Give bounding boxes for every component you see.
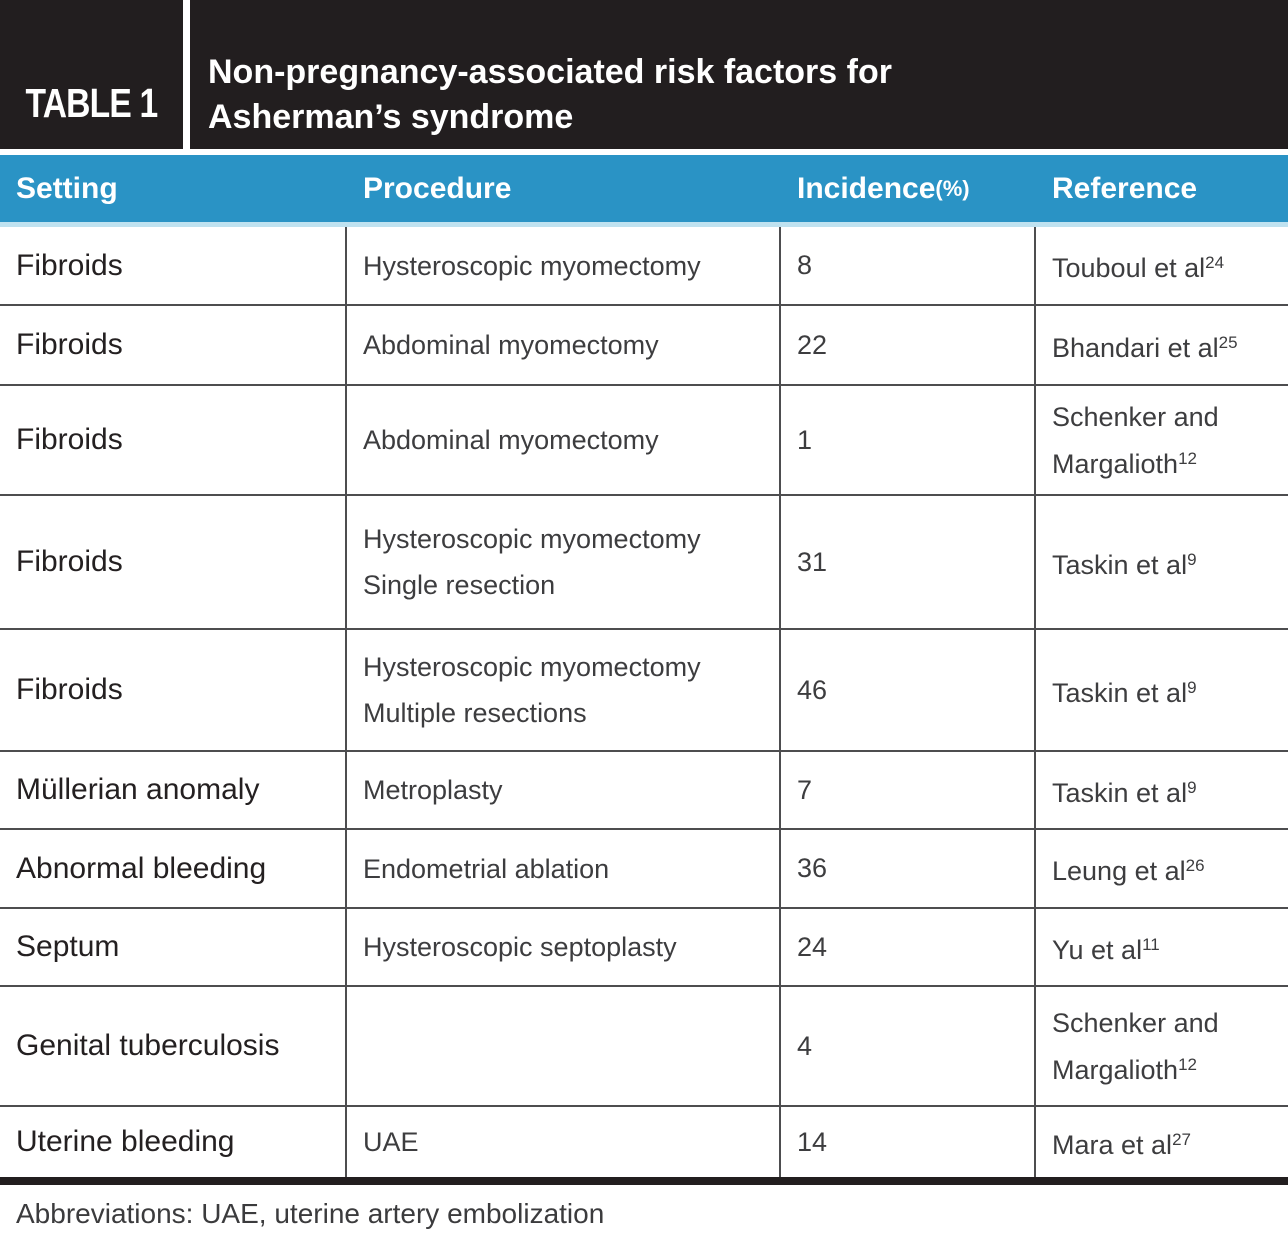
table-bottom-rule <box>0 1177 1288 1185</box>
incidence-cell: 14 <box>781 1107 1036 1177</box>
reference-cell: Taskin et al9 <box>1036 630 1288 750</box>
table-row: Müllerian anomaly Metroplasty 7 Taskin e… <box>0 752 1288 830</box>
table-row: Septum Hysteroscopic septoplasty 24 Yu e… <box>0 909 1288 987</box>
citation-superscript: 9 <box>1187 777 1197 797</box>
citation-superscript: 9 <box>1187 549 1197 569</box>
table-row: Fibroids Abdominal myomectomy 1 Schenker… <box>0 386 1288 496</box>
procedure-cell: UAE <box>347 1107 781 1177</box>
table-row: Fibroids Hysteroscopic myomectomy Single… <box>0 496 1288 630</box>
table-row: Uterine bleeding UAE 14 Mara et al27 <box>0 1107 1288 1177</box>
reference-cell: Taskin et al9 <box>1036 752 1288 828</box>
header-accent-strip <box>0 222 1288 227</box>
column-header-reference: Reference <box>1052 171 1198 205</box>
procedure-text: Hysteroscopic septoplasty <box>363 932 677 962</box>
column-header-incidence: Incidence (%) <box>781 155 1036 222</box>
setting-cell: Genital tuberculosis <box>0 987 347 1105</box>
setting-cell: Fibroids <box>0 630 347 750</box>
citation-superscript: 12 <box>1178 1054 1197 1074</box>
citation-superscript: 24 <box>1205 253 1225 272</box>
procedure-text: Hysteroscopic myomectomy <box>363 250 701 281</box>
reference-cell: Bhandari et al25 <box>1036 306 1288 384</box>
incidence-cell: 31 <box>781 496 1036 628</box>
banner-divider <box>183 0 190 149</box>
reference-text: Yu et al11 <box>1052 934 1160 965</box>
procedure-text: Metroplasty <box>363 775 503 805</box>
reference-text: Bhandari et al25 <box>1052 332 1238 363</box>
reference-cell: Mara et al27 <box>1036 1107 1288 1177</box>
procedure-text: Abdominal myomectomy <box>363 330 659 360</box>
column-header-setting: Setting <box>16 171 118 205</box>
incidence-cell: 36 <box>781 830 1036 907</box>
procedure-cell: Metroplasty <box>347 752 781 828</box>
procedure-cell: Endometrial ablation <box>347 830 781 907</box>
reference-cell: Schenker and Margalioth12 <box>1036 386 1288 494</box>
reference-cell: Touboul et al24 <box>1036 227 1288 304</box>
citation-superscript: 12 <box>1178 448 1197 468</box>
procedure-text: Abdominal myomectomy <box>363 425 659 455</box>
setting-cell: Fibroids <box>0 306 347 384</box>
reference-text: Taskin et al9 <box>1052 549 1197 580</box>
setting-cell: Müllerian anomaly <box>0 752 347 828</box>
citation-superscript: 11 <box>1142 934 1160 954</box>
procedure-cell <box>347 987 781 1105</box>
table-number-box: TABLE 1 <box>0 0 183 149</box>
table-row: Fibroids Hysteroscopic myomectomy 8 Toub… <box>0 227 1288 306</box>
procedure-cell: Hysteroscopic myomectomy Single resectio… <box>347 496 781 628</box>
procedure-text-line2: Multiple resections <box>363 698 587 728</box>
column-header-procedure: Procedure <box>363 171 512 205</box>
setting-cell: Septum <box>0 909 347 985</box>
table-title-line2: Asherman’s syndrome <box>208 98 574 136</box>
procedure-text: UAE <box>363 1127 419 1157</box>
procedure-cell: Hysteroscopic myomectomy Multiple resect… <box>347 630 781 750</box>
citation-superscript: 26 <box>1185 856 1205 875</box>
procedure-cell: Hysteroscopic myomectomy <box>347 227 781 304</box>
table-row: Fibroids Hysteroscopic myomectomy Multip… <box>0 630 1288 752</box>
table-number: TABLE 1 <box>25 80 159 126</box>
reference-cell: Schenker and Margalioth12 <box>1036 987 1288 1105</box>
setting-cell: Abnormal bleeding <box>0 830 347 907</box>
table-row: Fibroids Abdominal myomectomy 22 Bhandar… <box>0 306 1288 386</box>
column-header-row: Setting Procedure Incidence (%) Reference <box>0 155 1288 222</box>
incidence-cell: 1 <box>781 386 1036 494</box>
incidence-cell: 8 <box>781 227 1036 304</box>
setting-cell: Fibroids <box>0 496 347 628</box>
reference-cell: Yu et al11 <box>1036 909 1288 985</box>
incidence-label: Incidence <box>797 171 936 205</box>
reference-cell: Leung et al26 <box>1036 830 1288 907</box>
reference-text: Leung et al26 <box>1052 856 1205 886</box>
reference-text: Taskin et al9 <box>1052 677 1197 708</box>
incidence-cell: 22 <box>781 306 1036 384</box>
table-row: Abnormal bleeding Endometrial ablation 3… <box>0 830 1288 909</box>
reference-text: Schenker and Margalioth12 <box>1052 401 1219 479</box>
incidence-cell: 24 <box>781 909 1036 985</box>
incidence-unit-label: (%) <box>935 175 970 201</box>
procedure-text: Endometrial ablation <box>363 853 610 884</box>
table-banner: TABLE 1 Non-pregnancy-associated risk fa… <box>0 0 1288 149</box>
table-row: Genital tuberculosis 4 Schenker and Marg… <box>0 987 1288 1107</box>
table-title-line1: Non-pregnancy-associated risk factors fo… <box>208 53 892 91</box>
procedure-cell: Abdominal myomectomy <box>347 386 781 494</box>
reference-cell: Taskin et al9 <box>1036 496 1288 628</box>
setting-cell: Fibroids <box>0 227 347 304</box>
table-title-box: Non-pregnancy-associated risk factors fo… <box>190 0 1288 149</box>
reference-text: Touboul et al24 <box>1052 253 1225 283</box>
citation-superscript: 27 <box>1172 1129 1191 1149</box>
citation-superscript: 25 <box>1218 332 1238 352</box>
procedure-cell: Hysteroscopic septoplasty <box>347 909 781 985</box>
reference-text: Mara et al27 <box>1052 1129 1191 1160</box>
procedure-cell: Abdominal myomectomy <box>347 306 781 384</box>
abbreviations-footnote: Abbreviations: UAE, uterine artery embol… <box>16 1198 605 1229</box>
setting-cell: Fibroids <box>0 386 347 494</box>
procedure-text: Hysteroscopic myomectomy <box>363 652 701 682</box>
incidence-cell: 46 <box>781 630 1036 750</box>
setting-cell: Uterine bleeding <box>0 1107 347 1177</box>
citation-superscript: 9 <box>1187 677 1197 697</box>
procedure-text: Hysteroscopic myomectomy <box>363 524 701 554</box>
incidence-cell: 4 <box>781 987 1036 1105</box>
reference-text: Taskin et al9 <box>1052 777 1197 808</box>
reference-text: Schenker and Margalioth12 <box>1052 1007 1219 1085</box>
incidence-cell: 7 <box>781 752 1036 828</box>
procedure-text-line2: Single resection <box>363 570 556 600</box>
